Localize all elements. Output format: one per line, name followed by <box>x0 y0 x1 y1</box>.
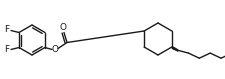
Text: O: O <box>51 45 58 54</box>
Text: F: F <box>4 46 9 55</box>
Text: F: F <box>4 26 9 35</box>
Text: O: O <box>59 23 66 32</box>
